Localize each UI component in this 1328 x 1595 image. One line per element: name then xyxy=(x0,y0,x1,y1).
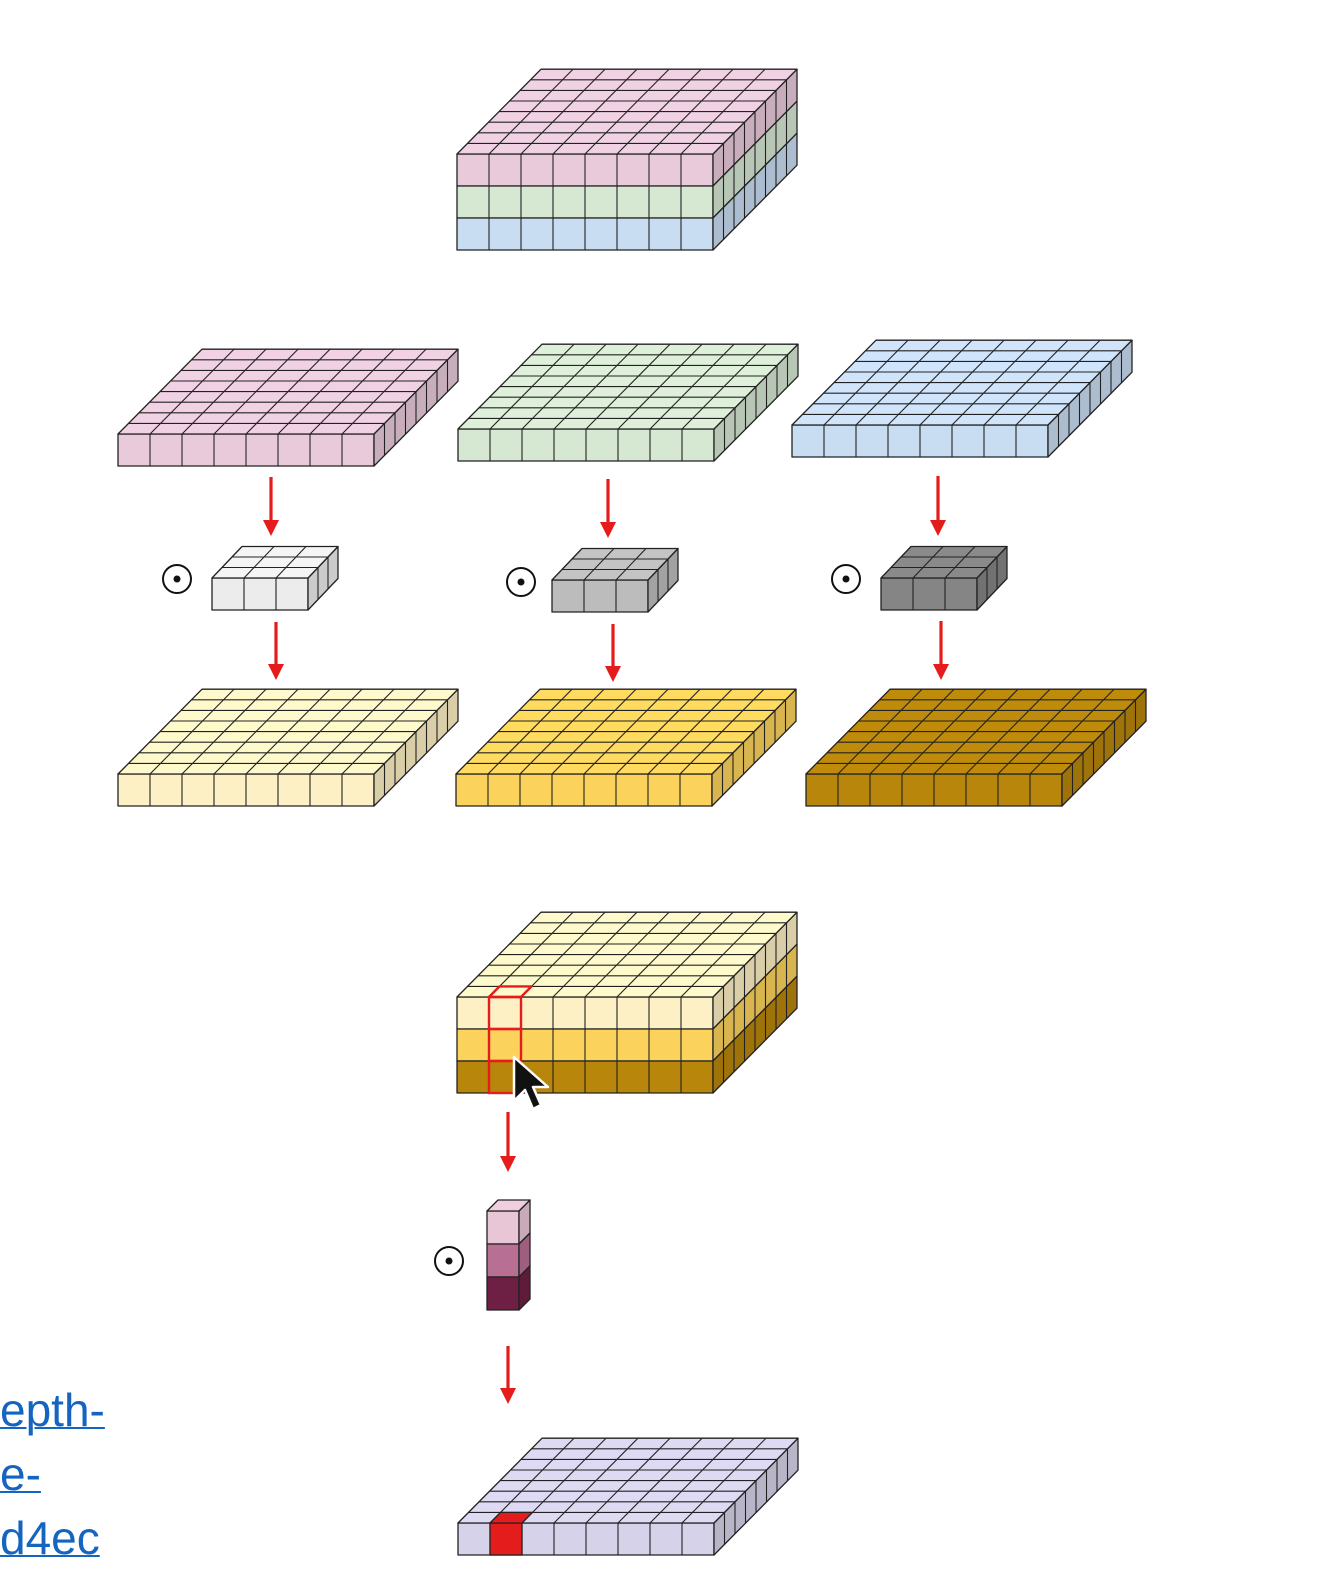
pointwise-kernel-top-face xyxy=(486,1199,531,1212)
link-text-line-3[interactable]: d4ec xyxy=(0,1512,100,1564)
depthwise-output-1 xyxy=(117,688,459,807)
stacked-depthwise-volume xyxy=(456,911,798,1094)
input-channel-1 xyxy=(117,348,459,467)
arrow-head xyxy=(600,522,616,538)
highlight-top xyxy=(487,985,533,999)
output-highlight-cell xyxy=(489,1511,534,1556)
grid-line xyxy=(944,546,976,579)
down-arrow-icon xyxy=(600,479,616,538)
depthwise-kernel-2-front-layer xyxy=(551,579,649,613)
down-arrow-icon xyxy=(268,622,284,680)
dot-product-operator-icon: ⊙ xyxy=(434,1246,464,1276)
operator-circle xyxy=(831,564,861,594)
arrow-head xyxy=(500,1388,516,1404)
depthwise-kernel-3-front-layer xyxy=(880,577,978,611)
depthwise-kernel-2 xyxy=(551,547,679,613)
arrow-head xyxy=(605,666,621,682)
link-text-line-2[interactable]: e- xyxy=(0,1448,41,1500)
down-arrow-icon xyxy=(263,477,279,536)
operator-dot xyxy=(842,575,850,583)
down-arrow-icon xyxy=(930,476,946,536)
depthwise-kernel-1 xyxy=(211,545,339,611)
operator-circle xyxy=(434,1246,464,1276)
output-highlight-front xyxy=(489,1522,523,1556)
input-channel-3 xyxy=(791,339,1133,458)
pointwise-kernel-side-layer xyxy=(518,1265,531,1311)
output-highlight-top xyxy=(489,1511,534,1524)
operator-dot xyxy=(173,575,181,583)
grid-line xyxy=(583,548,615,581)
operator-circle xyxy=(162,564,192,594)
operator-circle xyxy=(506,567,536,597)
depthwise-kernel-3 xyxy=(880,545,1008,611)
arrow-head xyxy=(268,664,284,680)
grid-line xyxy=(243,546,275,579)
cursor-shape xyxy=(512,1055,550,1111)
down-arrow-icon xyxy=(933,621,949,680)
depthwise-output-2 xyxy=(455,688,797,807)
operator-dot xyxy=(445,1257,453,1265)
dot-product-operator-icon: ⊙ xyxy=(831,564,861,594)
pointwise-kernel-front-layer xyxy=(486,1276,520,1311)
depthwise-kernel-1-front-layer xyxy=(211,577,309,611)
down-arrow-icon xyxy=(500,1112,516,1172)
pointwise-kernel-front-layer xyxy=(486,1243,520,1278)
pointwise-kernel-front-layer xyxy=(486,1210,520,1245)
dot-product-operator-icon: ⊙ xyxy=(506,567,536,597)
arrow-head xyxy=(263,520,279,536)
dot-product-operator-icon: ⊙ xyxy=(162,564,192,594)
input-channel-2 xyxy=(457,343,799,462)
grid-line xyxy=(275,546,307,579)
arrow-head xyxy=(933,664,949,680)
down-arrow-icon xyxy=(500,1346,516,1404)
grid-line xyxy=(615,548,647,581)
pointwise-kernel xyxy=(486,1199,531,1311)
down-arrow-icon xyxy=(605,624,621,682)
mouse-cursor-icon xyxy=(512,1055,550,1111)
operator-dot xyxy=(517,578,525,586)
link-text-line-1[interactable]: epth- xyxy=(0,1384,105,1436)
arrow-head xyxy=(930,520,946,536)
grid-line xyxy=(912,546,944,579)
arrow-head xyxy=(500,1156,516,1172)
input-volume xyxy=(456,68,798,251)
depthwise-output-3 xyxy=(805,688,1147,807)
